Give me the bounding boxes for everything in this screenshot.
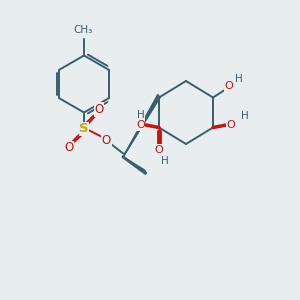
Text: O: O [102,134,111,147]
Text: H: H [241,111,249,121]
Text: O: O [94,103,103,116]
Text: S: S [79,122,89,136]
Polygon shape [123,94,160,157]
Text: O: O [136,120,145,130]
Text: H: H [235,74,243,84]
Text: CH₃: CH₃ [73,25,92,35]
Polygon shape [123,157,147,173]
Text: O: O [224,81,233,91]
Text: O: O [226,120,236,130]
Text: O: O [64,141,74,154]
Text: H: H [161,155,169,166]
Text: O: O [154,145,164,155]
Text: H: H [136,110,144,120]
